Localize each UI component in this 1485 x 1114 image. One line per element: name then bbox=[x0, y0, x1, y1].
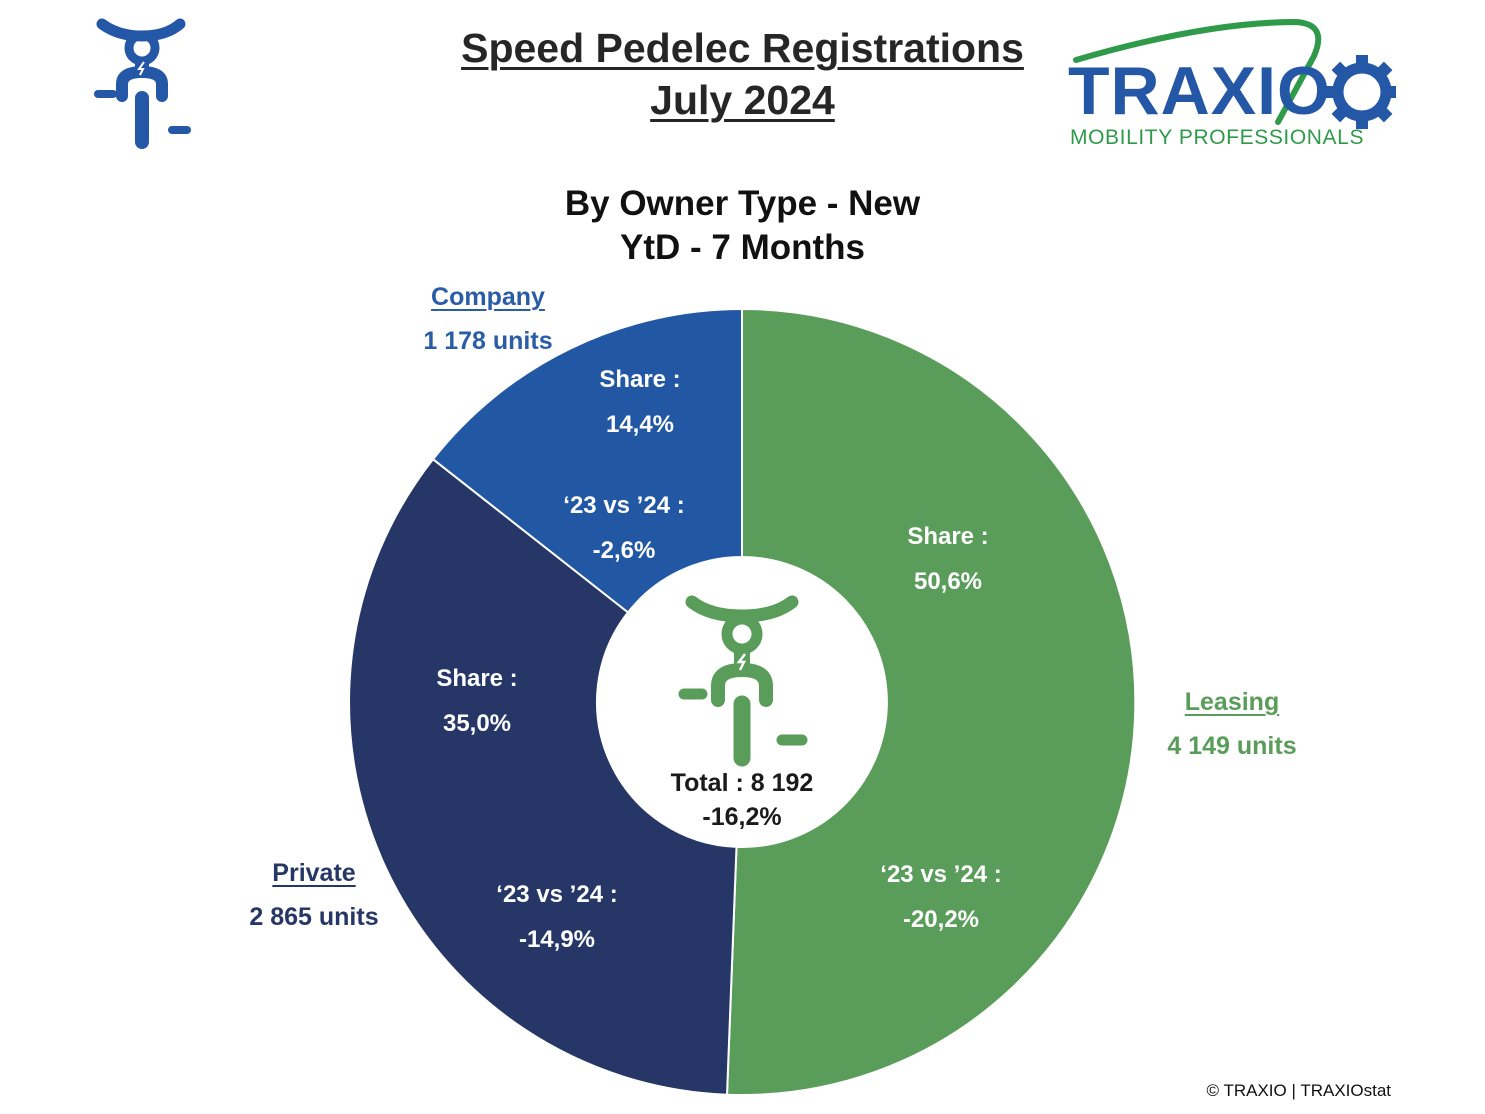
leasing-change-label: ‘23 vs ’24 : -20,2% bbox=[831, 852, 1051, 942]
speed-pedelec-bike-icon bbox=[94, 18, 191, 149]
category-name: Leasing bbox=[1184, 688, 1280, 716]
subtitle-line-1: By Owner Type - New bbox=[564, 184, 921, 223]
category-units: 2 865 units bbox=[249, 903, 379, 931]
category-units: 4 149 units bbox=[1167, 732, 1297, 760]
leasing-category-label: Leasing 4 149 units bbox=[1112, 680, 1352, 768]
category-name: Company bbox=[431, 283, 545, 311]
total-label: Total : 8 192 bbox=[670, 769, 814, 797]
brand-name: TRAXIO bbox=[1068, 53, 1331, 129]
share-value: 50,6% bbox=[913, 568, 983, 595]
private-share-label: Share : 35,0% bbox=[367, 656, 587, 746]
chart-subtitle: By Owner Type - New YtD - 7 Months bbox=[0, 182, 1485, 270]
leasing-share-label: Share : 50,6% bbox=[838, 514, 1058, 604]
company-category-label: Company 1 178 units bbox=[368, 275, 608, 363]
change-value: -14,9% bbox=[518, 926, 596, 953]
title-line-2: July 2024 bbox=[650, 77, 835, 123]
total-change: -16,2% bbox=[702, 803, 782, 831]
share-value: 14,4% bbox=[605, 411, 675, 438]
change-title: ‘23 vs ’24 : bbox=[563, 492, 685, 519]
share-value: 35,0% bbox=[442, 710, 512, 737]
center-total: Total : 8 192 -16,2% bbox=[592, 766, 892, 834]
company-share-label: Share : 14,4% bbox=[530, 357, 750, 447]
subtitle-line-2: YtD - 7 Months bbox=[620, 228, 865, 267]
category-units: 1 178 units bbox=[423, 327, 553, 355]
share-title: Share : bbox=[599, 366, 681, 393]
category-name: Private bbox=[272, 859, 356, 887]
company-change-label: ‘23 vs ’24 : -2,6% bbox=[514, 483, 734, 573]
traxio-logo: TRAXIO MOBILITY PROFESSIONALS bbox=[1066, 16, 1396, 156]
change-title: ‘23 vs ’24 : bbox=[880, 861, 1002, 888]
change-title: ‘23 vs ’24 : bbox=[496, 881, 618, 908]
swoosh-icon bbox=[1073, 18, 1396, 129]
share-title: Share : bbox=[907, 523, 989, 550]
share-title: Share : bbox=[436, 665, 518, 692]
title-line-1: Speed Pedelec Registrations bbox=[461, 25, 1024, 71]
page-title: Speed Pedelec Registrations July 2024 bbox=[0, 22, 1485, 126]
speed-pedelec-bike-icon bbox=[678, 595, 808, 767]
private-category-label: Private 2 865 units bbox=[194, 851, 434, 939]
copyright-footer: © TRAXIO | TRAXIOstat bbox=[1206, 1081, 1391, 1100]
private-change-label: ‘23 vs ’24 : -14,9% bbox=[447, 872, 667, 962]
change-value: -20,2% bbox=[902, 906, 980, 933]
brand-tagline: MOBILITY PROFESSIONALS bbox=[1070, 126, 1365, 149]
change-value: -2,6% bbox=[592, 537, 656, 564]
